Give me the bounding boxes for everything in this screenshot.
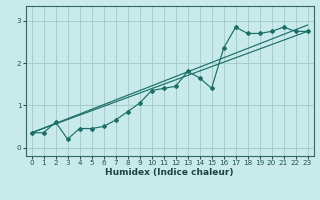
X-axis label: Humidex (Indice chaleur): Humidex (Indice chaleur) <box>105 168 234 177</box>
